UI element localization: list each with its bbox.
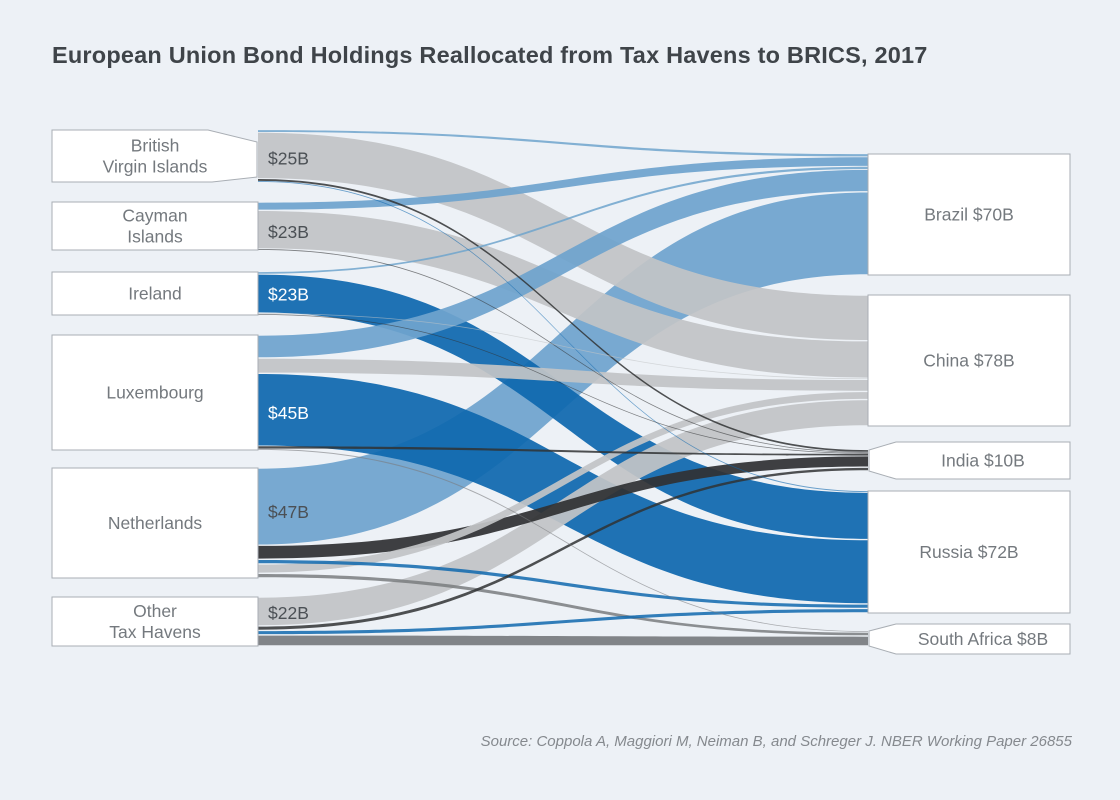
value-label-cay: $23B bbox=[268, 222, 309, 242]
value-label-lux: $45B bbox=[268, 403, 309, 423]
node-box-bvi bbox=[51, 129, 258, 183]
node-box-chn bbox=[867, 294, 1071, 427]
node-box-rus bbox=[867, 490, 1071, 614]
flow-nld-rus bbox=[258, 559, 868, 608]
flow-cay-bra bbox=[258, 157, 868, 210]
node-label-ind: India $10B bbox=[941, 451, 1025, 471]
node-box-nld bbox=[51, 467, 259, 579]
flow-nld-saf bbox=[258, 574, 868, 636]
node-label-oth: Other bbox=[133, 601, 177, 621]
chart-title: European Union Bond Holdings Reallocated… bbox=[52, 42, 928, 68]
node-label-cay: Islands bbox=[127, 227, 183, 247]
node-box-lux bbox=[51, 334, 259, 451]
node-label-irl: Ireland bbox=[128, 284, 182, 304]
flow-lux-bra bbox=[258, 169, 868, 358]
source-citation: Source: Coppola A, Maggiori M, Neiman B,… bbox=[480, 733, 1072, 750]
flow-oth-ind bbox=[258, 467, 868, 630]
node-box-bra bbox=[867, 153, 1071, 276]
value-label-oth: $22B bbox=[268, 603, 309, 623]
flow-irl-bra bbox=[258, 166, 868, 274]
flow-oth-rus bbox=[258, 609, 868, 635]
node-label-bvi: British bbox=[131, 136, 180, 156]
flow-lux-rus bbox=[258, 374, 868, 604]
node-label-lux: Luxembourg bbox=[106, 383, 203, 403]
node-label-chn: China $78B bbox=[923, 351, 1014, 371]
flow-lux-chn bbox=[258, 358, 868, 391]
node-label-oth: Tax Havens bbox=[109, 622, 201, 642]
node-box-ind bbox=[868, 441, 1071, 480]
flow-oth-saf bbox=[258, 635, 868, 646]
flow-irl-ind bbox=[258, 314, 868, 454]
flow-bvi-chn bbox=[258, 132, 868, 340]
value-label-bvi: $25B bbox=[268, 149, 309, 169]
node-label-rus: Russia $72B bbox=[919, 542, 1018, 562]
node-box-saf bbox=[868, 623, 1071, 655]
flow-bvi-bra bbox=[258, 130, 868, 157]
node-label-cay: Cayman bbox=[122, 206, 187, 226]
flow-bvi-ind bbox=[258, 178, 868, 452]
flow-lux-saf bbox=[258, 448, 868, 632]
flow-bvi-rus bbox=[258, 181, 868, 493]
node-label-bra: Brazil $70B bbox=[924, 205, 1014, 225]
node-label-saf: South Africa $8B bbox=[918, 629, 1048, 649]
flow-lux-ind bbox=[258, 446, 868, 456]
flow-nld-chn bbox=[258, 392, 868, 573]
node-box-irl bbox=[51, 271, 259, 316]
flow-cay-chn bbox=[258, 211, 868, 378]
flow-cay-ind bbox=[258, 249, 868, 453]
node-box-oth bbox=[51, 596, 259, 647]
node-label-nld: Netherlands bbox=[108, 513, 203, 533]
value-label-nld: $47B bbox=[268, 502, 309, 522]
flow-nld-ind bbox=[258, 456, 868, 559]
value-label-irl: $23B bbox=[268, 284, 309, 304]
node-label-bvi: Virgin Islands bbox=[103, 157, 208, 177]
flow-oth-chn bbox=[258, 400, 868, 626]
flow-irl-chn bbox=[258, 313, 868, 380]
node-box-cay bbox=[51, 201, 259, 251]
